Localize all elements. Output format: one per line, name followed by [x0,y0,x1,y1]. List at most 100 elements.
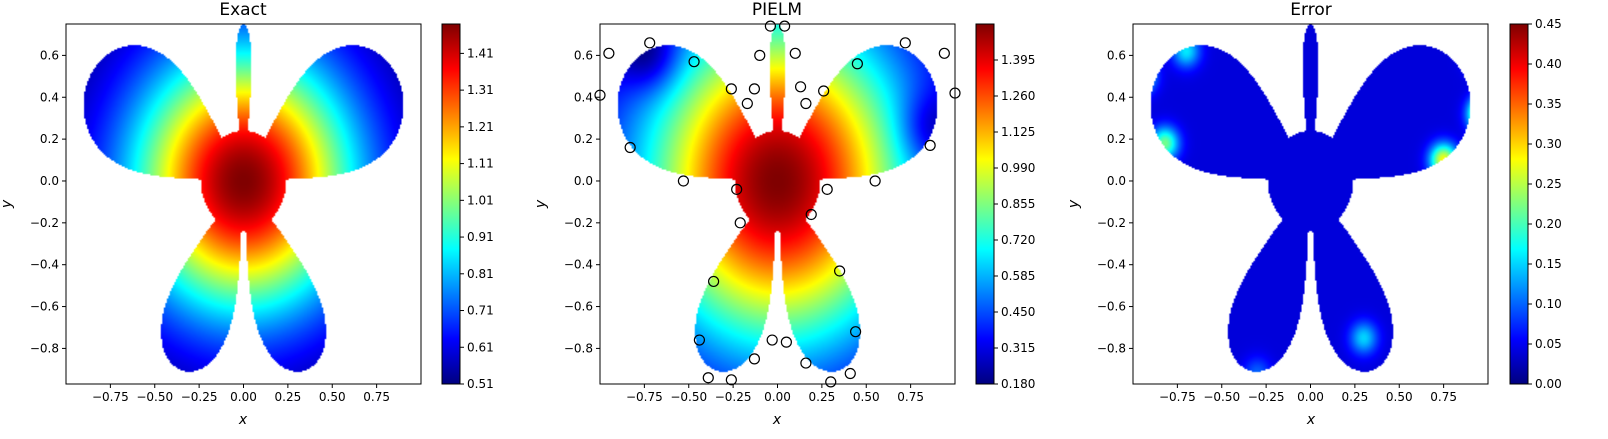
y-tick-label: −0.2 [30,216,59,230]
colorbar-ticks: 1.41 1.31 1.21 1.11 1.01 0.91 0.81 0.71 0.61 0.51 [460,46,494,391]
y-tick-label: 0.2 [574,132,593,146]
x-tick-label: −0.25 [1248,390,1285,404]
colorbar-tick-label: 0.855 [1001,197,1035,211]
x-tick-label: 0.75 [363,390,390,404]
collocation-point [603,47,615,59]
x-tick-label: −0.75 [626,390,663,404]
colorbar-tick-label: 1.31 [467,83,494,97]
collocation-point [778,20,791,32]
y-tick-label: −0.8 [30,341,59,355]
y-axis-label: y [533,199,549,209]
colorbar-tick-label: 1.01 [467,193,494,207]
plot-area [594,20,961,388]
x-axis-label: x [772,412,782,428]
colorbar-tick-label: 1.260 [1001,89,1035,103]
y-tick-label: −0.6 [564,300,593,314]
colorbar-tick-label: 0.15 [1535,257,1562,271]
colorbar-tick-label: 0.61 [467,340,494,354]
x-tick-label: −0.75 [1159,390,1196,404]
colorbar-tick-label: 0.91 [467,230,494,244]
colorbar-tick-label: 1.125 [1001,125,1035,139]
x-axis-ticks: −0.75 −0.50 −0.25 0.00 0.25 0.50 0.75 [1159,384,1457,404]
colorbar-tick-label: 1.11 [467,157,494,171]
heatmap-image [66,24,421,384]
colorbar: 0.45 0.40 0.35 0.30 0.25 0.20 0.15 0.10 0.05 0.00 [1509,17,1562,391]
colorbar-tick-label: 0.30 [1535,137,1562,151]
colorbar-tick-label: 0.585 [1001,269,1035,283]
colorbar-tick-label: 0.35 [1535,97,1562,111]
plot-area [1132,23,1489,385]
collocation-point [849,326,862,338]
collocation-point [938,47,950,59]
colorbar-tick-label: 0.180 [1001,377,1035,391]
y-tick-label: 0.0 [40,174,59,188]
x-axis-label: x [238,412,248,428]
y-tick-label: −0.4 [30,258,59,272]
colorbar-tick-label: 1.395 [1001,53,1035,67]
collocation-point [805,208,817,221]
collocation-point [764,20,777,32]
collocation-point [688,56,700,68]
x-axis-label: x [1306,412,1316,428]
x-tick-label: −0.25 [181,390,218,404]
collocation-point [725,374,737,386]
collocation-point [899,37,911,49]
colorbar: 1.395 1.260 1.125 0.990 0.855 0.720 0.585 0.450… [975,23,1035,391]
y-tick-label: 0.0 [574,174,593,188]
x-tick-label: −0.25 [715,390,752,404]
collocation-point [707,275,720,288]
collocation-points [594,20,961,388]
x-tick-label: 0.25 [809,390,836,404]
x-tick-label: 0.00 [764,390,791,404]
x-tick-label: 0.50 [1386,390,1413,404]
panel-title: PIELM [752,0,802,20]
collocation-point [851,58,863,70]
colorbar-tick-label: 0.25 [1535,177,1562,191]
x-axis-ticks: −0.75 −0.50 −0.25 0.00 0.25 0.50 0.75 [626,384,924,404]
collocation-point [789,47,801,59]
collocation-point [734,217,746,229]
collocation-point [693,334,706,346]
colorbar-tick-label: 0.00 [1535,377,1562,391]
collocation-point [780,336,792,348]
collocation-point [754,49,766,61]
colorbar-ticks: 0.45 0.40 0.35 0.30 0.25 0.20 0.15 0.10 0.05 0.00 [1528,17,1562,391]
collocation-point [748,83,761,95]
panel-error: Error −0.75 −0.50 −0.25 0.00 0.25 0.50 0.75 0.… [1066,0,1562,428]
collocation-point [766,334,778,346]
panel-exact: Exact −0.75 −0.50 −0.25 0.00 0.25 0.50 0.75 0.… [0,0,494,428]
x-axis-ticks: −0.75 −0.50 −0.25 0.00 0.25 0.50 0.75 [92,384,390,404]
x-tick-label: 0.75 [897,390,924,404]
y-tick-label: 0.6 [1107,48,1126,62]
y-axis-ticks: 0.6 0.4 0.2 0.0 −0.2 −0.4 −0.6 −0.8 [564,48,600,355]
collocation-point [800,97,812,110]
colorbar-ticks: 1.395 1.260 1.125 0.990 0.855 0.720 0.585 0.450… [994,53,1035,391]
collocation-point [844,367,856,380]
collocation-point [794,81,807,93]
y-tick-label: −0.2 [1097,216,1126,230]
x-tick-label: 0.50 [319,390,346,404]
collocation-point [821,183,833,195]
x-tick-label: 0.75 [1430,390,1457,404]
y-tick-label: −0.2 [564,216,593,230]
collocation-point [644,37,656,49]
collocation-point [677,175,690,187]
heatmap-image [1133,24,1488,384]
y-tick-label: 0.4 [574,90,593,104]
y-tick-label: −0.8 [1097,341,1126,355]
colorbar-tick-label: 1.21 [467,120,494,134]
colorbar-tick-label: 0.05 [1535,337,1562,351]
colorbar-tick-label: 0.720 [1001,233,1035,247]
collocation-point [825,376,837,388]
panel-title: Error [1290,0,1331,20]
x-tick-label: −0.50 [136,390,173,404]
y-tick-label: −0.6 [1097,300,1126,314]
colorbar-tick-label: 0.51 [467,377,494,391]
colorbar-tick-label: 0.45 [1535,17,1562,31]
heatmap-image [600,24,955,384]
panel-title: Exact [219,0,267,20]
colorbar-tick-label: 0.71 [467,304,494,318]
x-tick-label: 0.50 [853,390,880,404]
x-tick-label: −0.50 [1203,390,1240,404]
panel-pielm: PIELM −0.75 −0.50 −0.25 0.00 0.25 0.50 0.75 0.… [533,0,1035,428]
